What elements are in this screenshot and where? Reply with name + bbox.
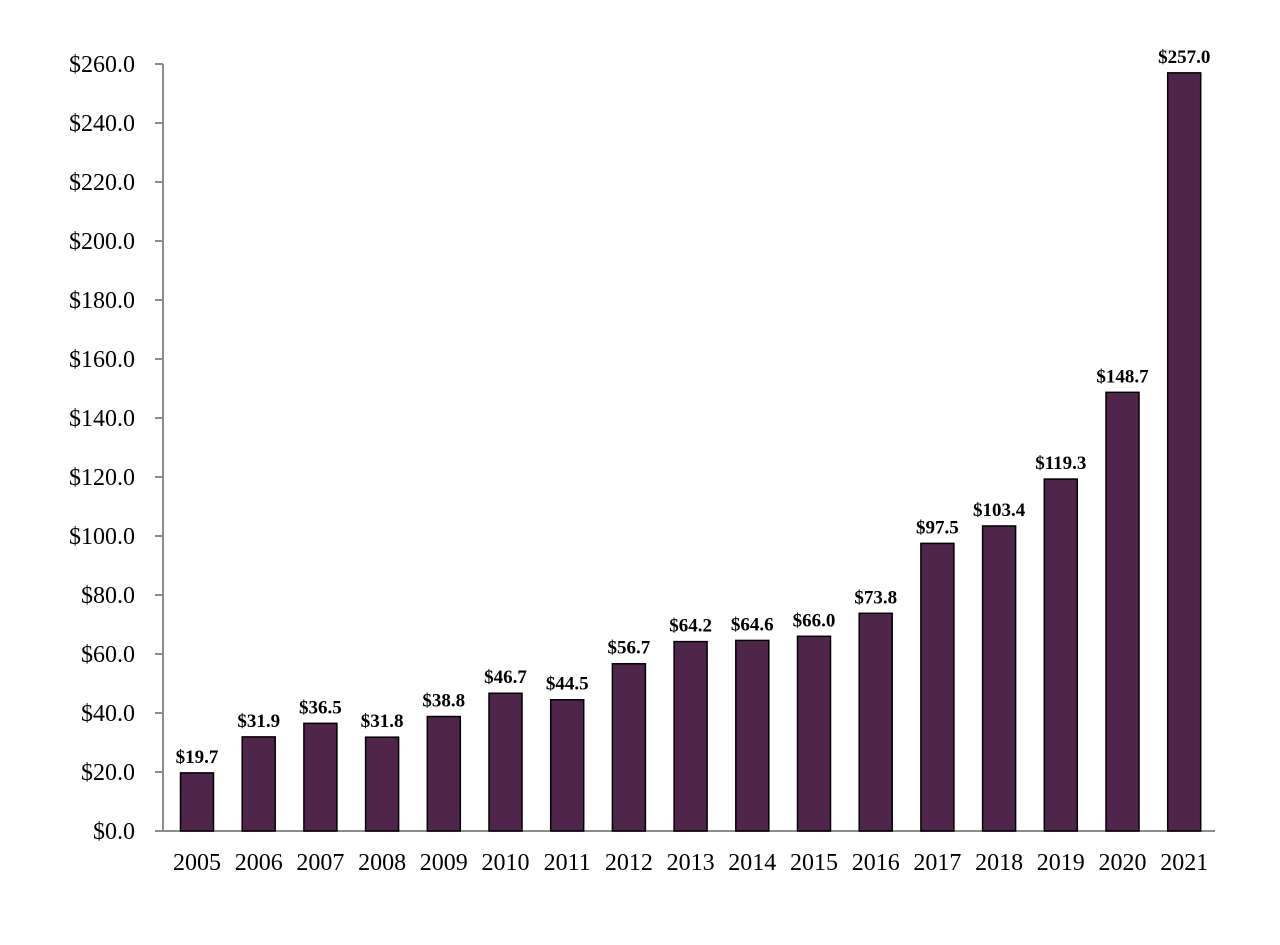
data-label-2014: $64.6	[731, 614, 774, 635]
x-tick-label: 2013	[667, 850, 715, 876]
bar-2013	[673, 640, 708, 832]
data-label-2011: $44.5	[546, 674, 589, 695]
data-label-2016: $73.8	[854, 587, 897, 608]
data-label-2019: $119.3	[1035, 453, 1086, 474]
bar-2018	[981, 525, 1017, 832]
data-label-2020: $148.7	[1096, 366, 1149, 387]
y-tick-label: $180.0	[69, 288, 135, 314]
x-tick-label: 2011	[544, 850, 591, 876]
bar-2010	[488, 692, 523, 832]
x-tick-label: 2017	[913, 850, 961, 876]
data-labels-group: $19.7 $31.9 $36.5 $31.8 $38.8 $46.7 $44.5 $56.7…	[176, 47, 1211, 768]
x-tick-label: 2006	[235, 850, 283, 876]
y-tick-label: $60.0	[81, 642, 135, 668]
bar-2020	[1105, 391, 1140, 832]
bar-2021	[1166, 72, 1202, 832]
data-label-2008: $31.8	[361, 711, 404, 732]
data-label-2015: $66.0	[793, 610, 836, 631]
y-tick-label: $0.0	[93, 819, 135, 845]
y-tick-label: $140.0	[69, 406, 135, 432]
bar-2005	[179, 772, 215, 832]
x-tick-label: 2018	[975, 850, 1023, 876]
data-label-2007: $36.5	[299, 697, 342, 718]
y-tick-label: $80.0	[81, 583, 135, 609]
x-tick-label: 2014	[728, 850, 776, 876]
y-tick-label: $100.0	[69, 524, 135, 550]
y-tick-label: $20.0	[81, 760, 135, 786]
data-label-2010: $46.7	[484, 667, 527, 688]
bar-2019	[1043, 478, 1079, 832]
y-tick-label: $200.0	[69, 229, 135, 255]
bar-2017	[920, 542, 955, 832]
y-tick-label: $160.0	[69, 347, 135, 373]
y-tick-label: $220.0	[69, 170, 135, 196]
x-tick-label: 2021	[1160, 850, 1208, 876]
data-label-2013: $64.2	[669, 616, 712, 637]
data-label-2005: $19.7	[176, 747, 219, 768]
bar-2015	[796, 635, 832, 832]
x-tick-label: 2012	[605, 850, 653, 876]
x-tick-label: 2019	[1037, 850, 1085, 876]
x-tick-label: 2010	[482, 850, 530, 876]
y-tick-label: $260.0	[69, 52, 135, 78]
data-label-2021: $257.0	[1158, 47, 1210, 68]
y-axis: $0.0 $20.0 $40.0 $60.0 $80.0 $100.0 $120.0 $140…	[69, 52, 164, 845]
x-tick-label: 2015	[790, 850, 838, 876]
bar-2011	[549, 698, 585, 832]
x-tick-label: 2008	[358, 850, 406, 876]
bar-2014	[735, 639, 770, 832]
data-label-2012: $56.7	[608, 638, 651, 659]
bar-2009	[426, 715, 462, 832]
data-label-2006: $31.9	[237, 711, 280, 732]
x-tick-label: 2016	[852, 850, 900, 876]
bar-2016	[858, 612, 893, 832]
data-label-2009: $38.8	[422, 691, 465, 712]
y-tick-label: $240.0	[69, 111, 135, 137]
x-tick-label: 2005	[173, 850, 221, 876]
y-tick-label: $120.0	[69, 465, 135, 491]
x-tick-label: 2009	[420, 850, 468, 876]
bar-2012	[611, 662, 647, 832]
x-tick-label: 2020	[1099, 850, 1147, 876]
bar-2006	[241, 736, 276, 832]
x-tick-label: 2007	[296, 850, 344, 876]
data-label-2017: $97.5	[916, 517, 959, 538]
y-tick-label: $40.0	[81, 701, 135, 727]
x-axis: 2005 2006 2007 2008 2009 2010 2011 2012 2013 2014…	[163, 830, 1215, 876]
bars-group	[179, 72, 1202, 832]
bar-2008	[364, 736, 400, 832]
data-label-2018: $103.4	[973, 500, 1026, 521]
bar-2007	[303, 722, 338, 832]
